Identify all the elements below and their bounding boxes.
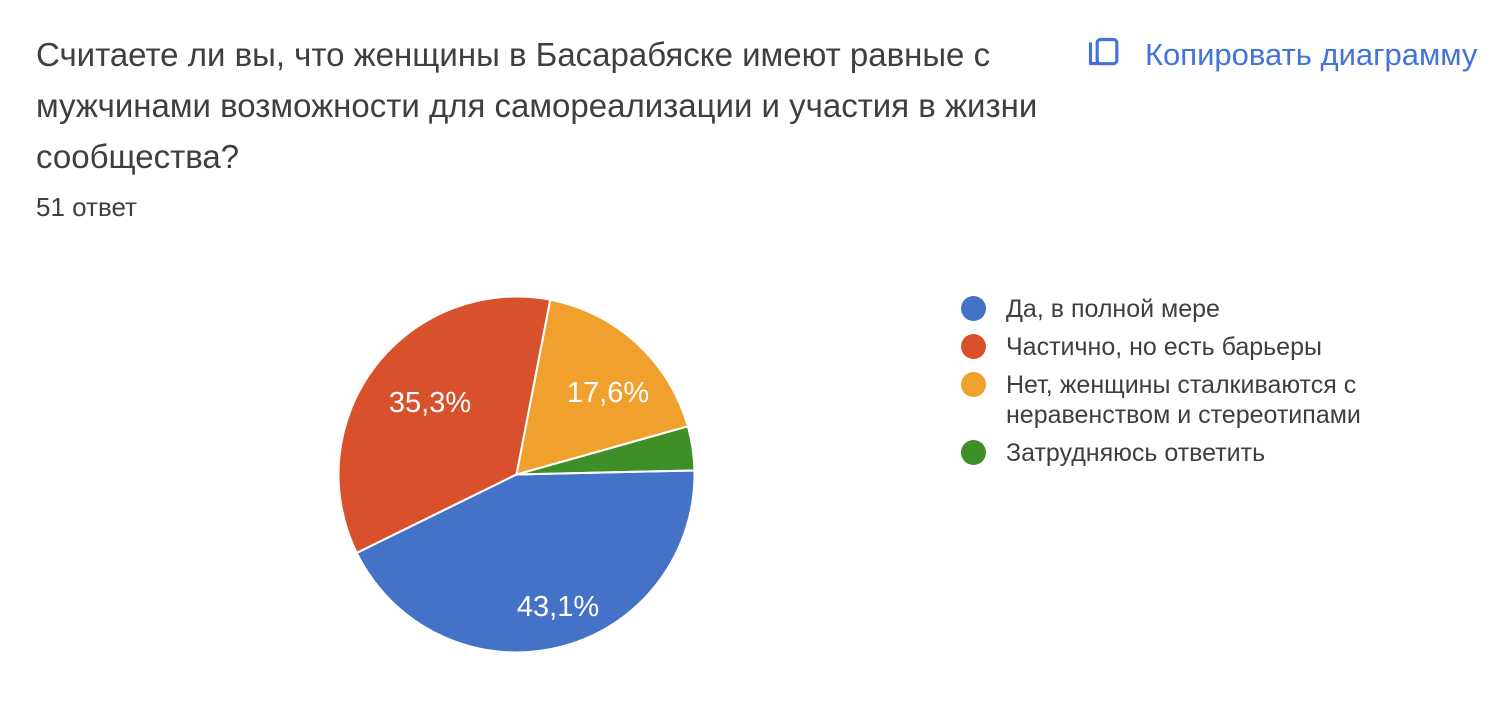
svg-text:43,1%: 43,1%	[517, 591, 599, 623]
svg-text:35,3%: 35,3%	[389, 387, 471, 419]
svg-text:17,6%: 17,6%	[567, 377, 649, 409]
